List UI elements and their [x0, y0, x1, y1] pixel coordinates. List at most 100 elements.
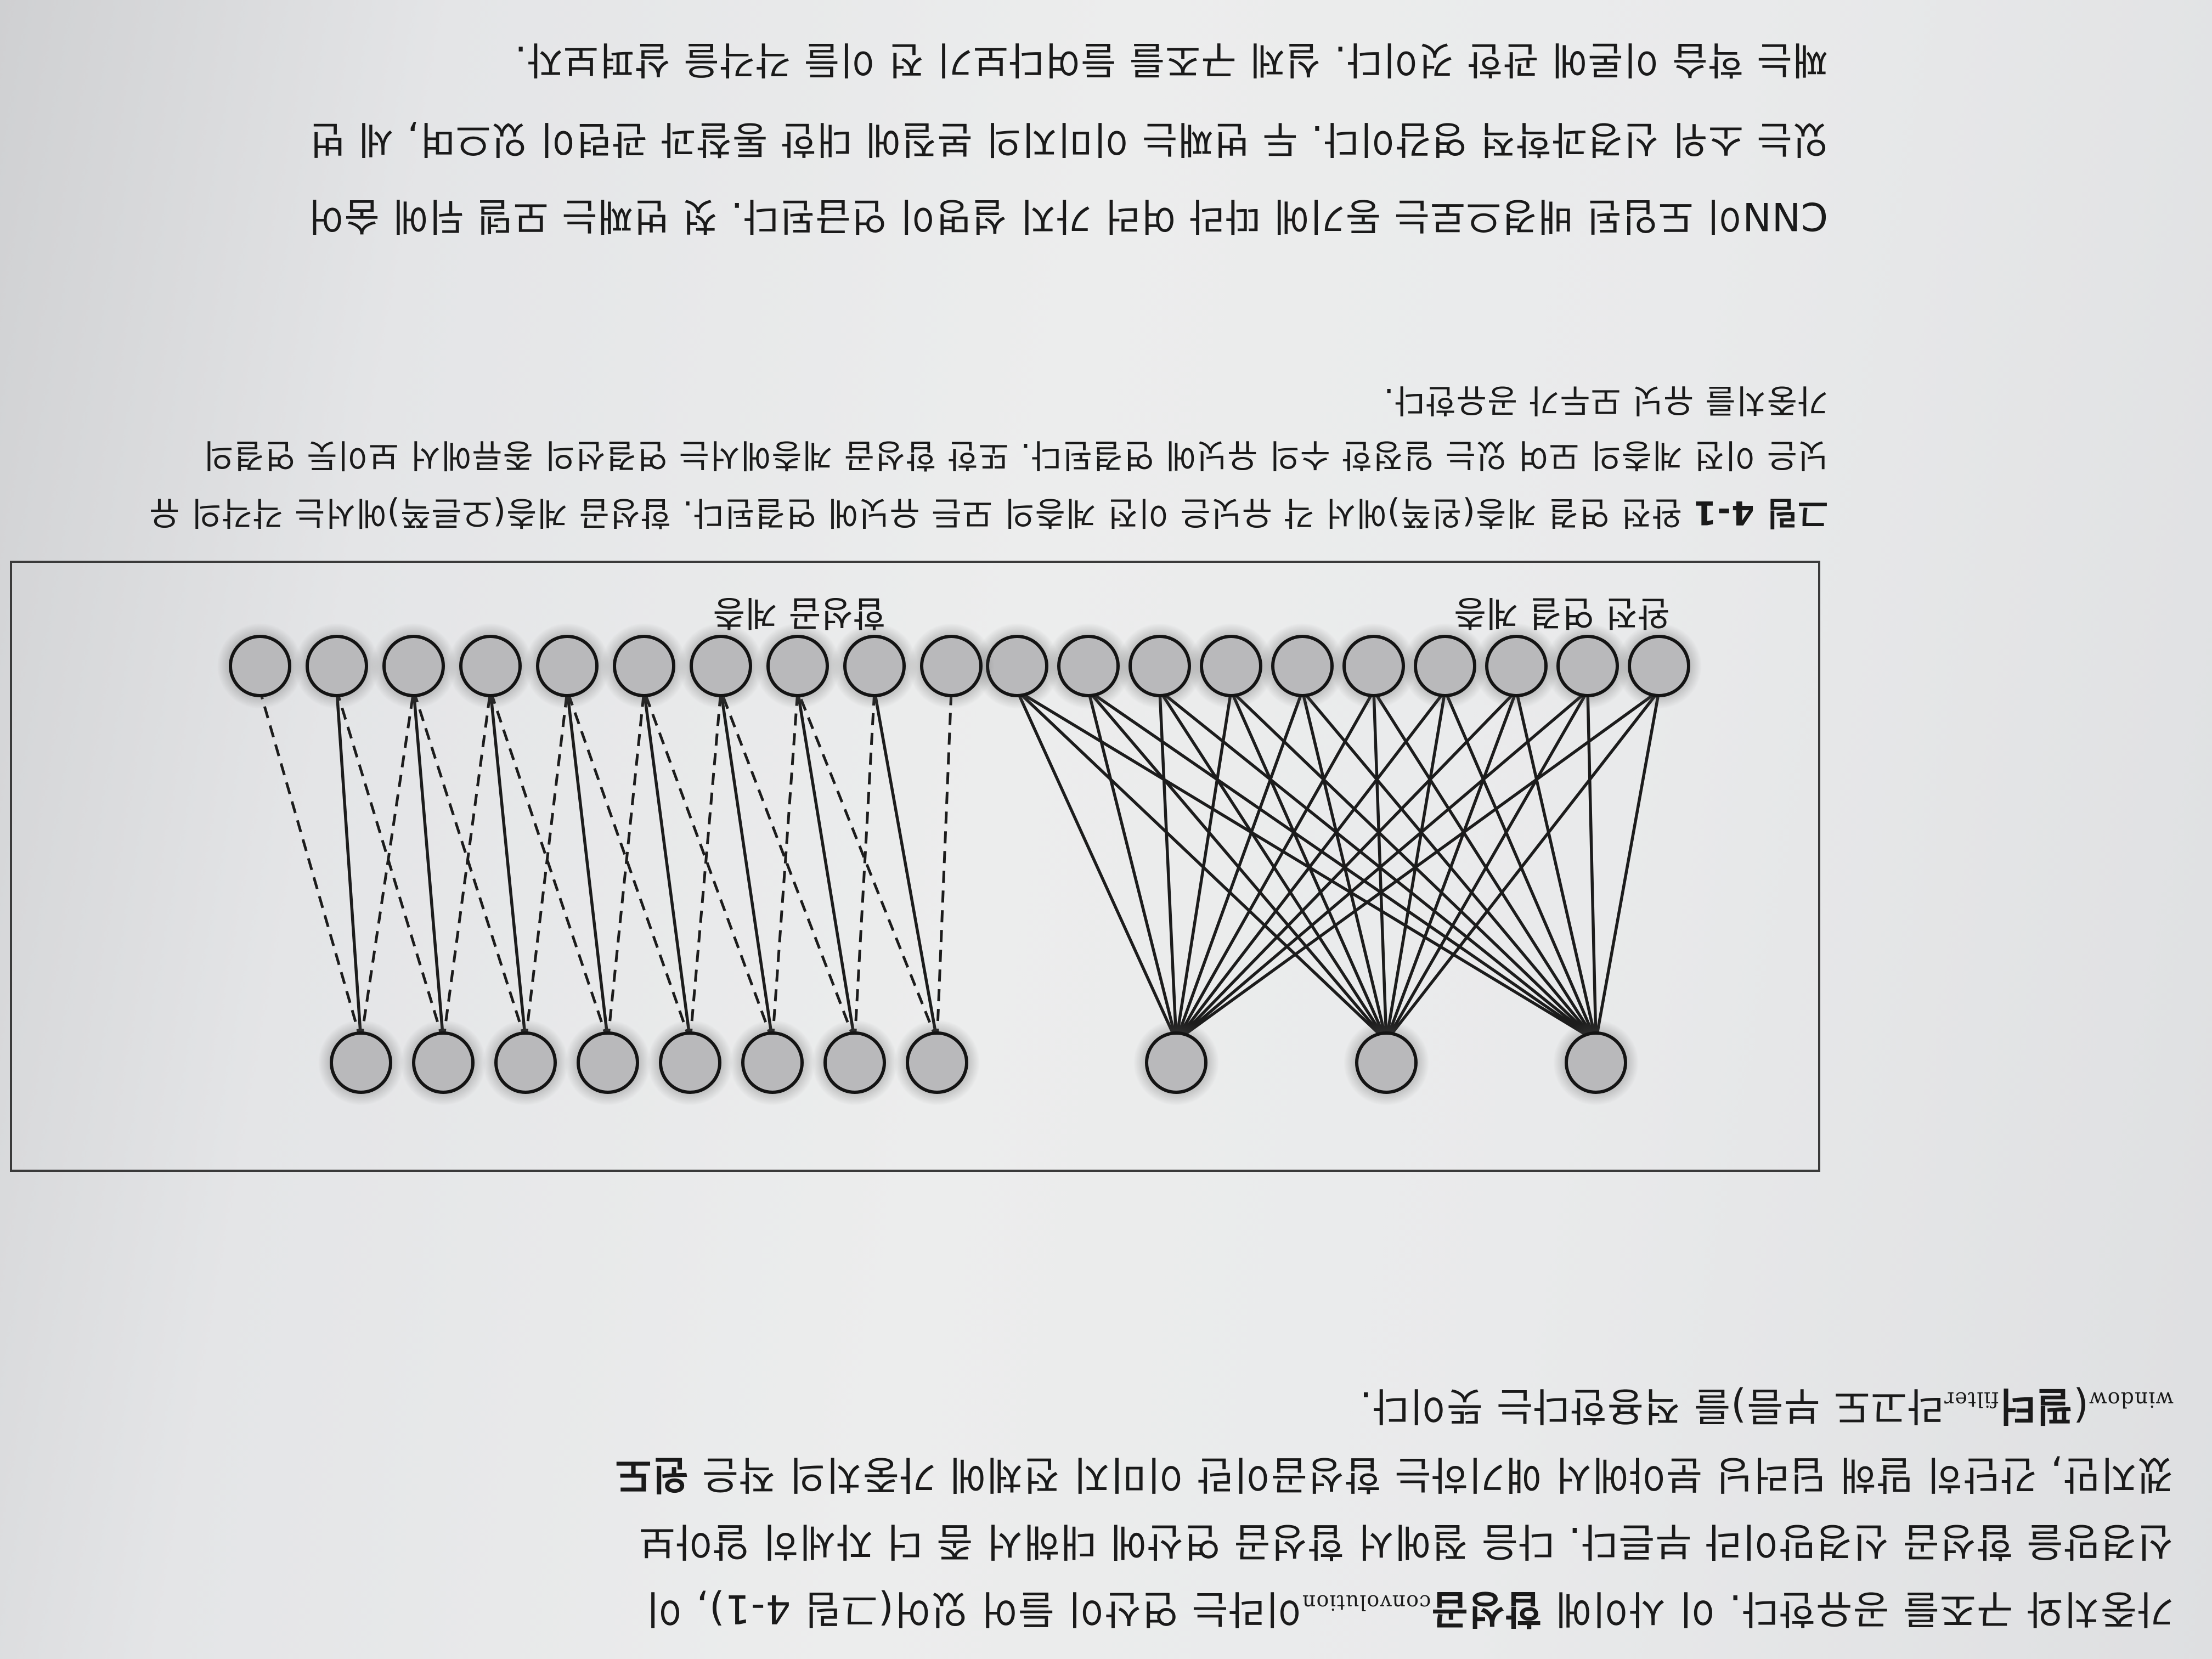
convolution-output-unit — [536, 635, 599, 697]
text-run: 가중치를 유닛 모두가 공유한다. — [1383, 381, 1828, 419]
fully-connected-edge — [1159, 689, 1597, 1042]
english-term: filter — [1944, 1387, 1999, 1412]
fully-connected-output-unit — [1556, 635, 1619, 697]
convolution-edge-shared-b — [873, 690, 939, 1041]
fully-connected-layer-label: 완전 연결 계층 — [1454, 592, 1670, 633]
fully-connected-output-unit — [1414, 635, 1476, 697]
fully-connected-edge — [1372, 690, 1598, 1042]
convolution-input-unit — [577, 1031, 639, 1094]
fully-connected-edge — [1087, 690, 1388, 1042]
text-run: 있는 소위 신경과학적 영감이다. 두 번째는 이미지의 본질에 대한 통찰과 … — [309, 117, 1828, 162]
text-run: 라고도 부름)를 적용한다는 뜻이다. — [1359, 1383, 1944, 1429]
bold-term: 합성곱 — [1431, 1586, 1542, 1632]
text-run: 가중치와 구조를 공유한다. 이 사이에 — [1542, 1586, 2174, 1632]
text-run: 째는 학습 이론에 관한 것이다. 실제 구조를 들여다보기 전 이들 각각을 … — [514, 37, 1828, 82]
convolution-edge-shared-b — [412, 690, 445, 1041]
body-line-2: 있는 소위 신경과학적 영감이다. 두 번째는 이미지의 본질에 대한 통찰과 … — [309, 117, 1828, 162]
convolution-edge-shared-a — [606, 690, 646, 1041]
fully-connected-input-unit — [1355, 1031, 1418, 1094]
intro-line-1: 가중치와 구조를 공유한다. 이 사이에 합성곱convolution이라는 연… — [645, 1586, 2174, 1632]
convolution-edge-shared-c — [719, 690, 856, 1041]
text-run: ( — [2073, 1383, 2089, 1429]
convolution-edges — [258, 690, 953, 1041]
text-run: CNN이 도입된 배경으로는 동기에 따라 여러 가지 설명이 언급된다. 첫 … — [307, 194, 1828, 239]
fully-connected-edge — [1301, 690, 1598, 1042]
fully-connected-edge — [1443, 690, 1598, 1042]
figure-4-1: 완전 연결 계층 합성곱 계층 — [10, 561, 1820, 1172]
fully-connected-edges — [1015, 689, 1661, 1042]
bold-term: 그림 4-1 — [1693, 493, 1828, 532]
convolution-edge-shared-a — [442, 690, 492, 1041]
fully-connected-edge — [1158, 690, 1178, 1041]
fully-connected-edge — [1087, 689, 1597, 1042]
convolution-edge-shared-c — [335, 690, 445, 1041]
fully-connected-edge — [1385, 690, 1661, 1042]
fully-connected-edge — [1016, 690, 1387, 1042]
caption-line-2: 닛은 이전 계층의 모여 있는 일정한 수의 유닛에 연결된다. 또한 합성곱 … — [202, 436, 1828, 474]
fully-connected-input-unit — [1565, 1031, 1627, 1094]
convolution-edge-shared-a — [853, 690, 876, 1041]
convolution-edge-shared-c — [796, 690, 939, 1041]
fully-connected-edge — [1230, 690, 1597, 1042]
fully-connected-edge — [1016, 689, 1597, 1042]
bold-term: 필터 — [1999, 1383, 2073, 1429]
fully-connected-edge — [1175, 690, 1375, 1042]
fully-connected-output-unit — [986, 635, 1048, 697]
fully-connected-edge — [1175, 690, 1233, 1041]
text-run: 닛은 이전 계층의 모여 있는 일정한 수의 유닛에 연결된다. 또한 합성곱 … — [202, 436, 1828, 474]
fully-connected-output-unit — [1200, 635, 1262, 697]
convolution-output-unit — [920, 635, 983, 697]
convolution-edge-shared-a — [689, 690, 723, 1041]
fully-connected-output-unit — [1342, 635, 1405, 697]
convolution-output-unit — [613, 635, 675, 697]
fully-connected-edge — [1385, 690, 1589, 1042]
convolution-output-unit — [382, 635, 445, 697]
network-diagram — [217, 623, 1702, 1105]
convolution-edge-shared-c — [566, 690, 692, 1041]
fully-connected-edge — [1175, 690, 1304, 1041]
convolution-edge-shared-a — [935, 690, 953, 1041]
convolution-output-unit — [690, 635, 752, 697]
fully-connected-edge — [1229, 690, 1388, 1042]
fully-connected-edge — [1385, 690, 1518, 1041]
caption-line-3: 가중치를 유닛 모두가 공유한다. — [1383, 381, 1828, 419]
convolution-edge-shared-b — [719, 690, 774, 1041]
fully-connected-edge — [1158, 690, 1388, 1042]
convolution-layer-label: 합성곱 계층 — [713, 592, 885, 633]
caption-line-1: 그림 4-1 완전 연결 계층(왼쪽)에서 각 유닛은 이전 계층의 모든 유닛… — [148, 493, 1828, 532]
convolution-input-unit — [906, 1031, 968, 1094]
fully-connected-output-unit — [1128, 635, 1191, 697]
fully-connected-edge — [1175, 689, 1589, 1042]
text-run: 완전 연결 계층(왼쪽)에서 각 유닛은 이전 계층의 모든 유닛에 연결된다.… — [148, 493, 1694, 532]
convolution-edge-shared-b — [566, 690, 610, 1041]
body-line-3: 째는 학습 이론에 관한 것이다. 실제 구조를 들여다보기 전 이들 각각을 … — [514, 37, 1828, 82]
convolution-input-unit — [412, 1031, 475, 1094]
convolution-edge-shared-c — [412, 690, 527, 1041]
convolution-input-unit — [741, 1031, 804, 1094]
convolution-input-unit — [659, 1031, 721, 1094]
text-run: 이라는 연산이 들어 있어(그림 4-1), 이 — [645, 1586, 1302, 1632]
convolution-edge-shared-b — [642, 690, 692, 1041]
fully-connected-edge — [1586, 690, 1598, 1041]
fully-connected-output-unit — [1271, 635, 1334, 697]
convolution-edge-shared-a — [771, 690, 799, 1041]
english-term: convolution — [1301, 1590, 1431, 1615]
convolution-edge-shared-b — [489, 690, 527, 1041]
convolution-edge-shared-a — [524, 690, 569, 1041]
network-units — [217, 623, 1702, 1105]
fully-connected-output-unit — [1628, 635, 1690, 697]
bold-term: 윈도 — [614, 1452, 689, 1498]
intro-line-2: 신경망을 합성곱 신경망이라 부른다. 다음 절에서 합성곱 연산에 대해서 좀… — [639, 1519, 2174, 1565]
convolution-output-unit — [229, 635, 291, 697]
convolution-edge-shared-b — [796, 690, 856, 1041]
fully-connected-edge — [1087, 690, 1178, 1041]
text-run: 겠지만, 간단히 말해 딥러닝 분야에서 얘기하는 합성곱이란 이미지 전체에 … — [688, 1452, 2174, 1498]
intro-line-4: window(필터filter라고도 부름)를 적용한다는 뜻이다. — [1359, 1383, 2174, 1429]
convolution-output-unit — [459, 635, 522, 697]
convolution-edge-shared-c — [642, 690, 774, 1041]
fully-connected-output-unit — [1057, 635, 1120, 697]
convolution-edge-shared-c — [258, 690, 363, 1041]
convolution-output-unit — [766, 635, 829, 697]
text-run: 신경망을 합성곱 신경망이라 부른다. 다음 절에서 합성곱 연산에 대해서 좀… — [638, 1519, 2174, 1565]
